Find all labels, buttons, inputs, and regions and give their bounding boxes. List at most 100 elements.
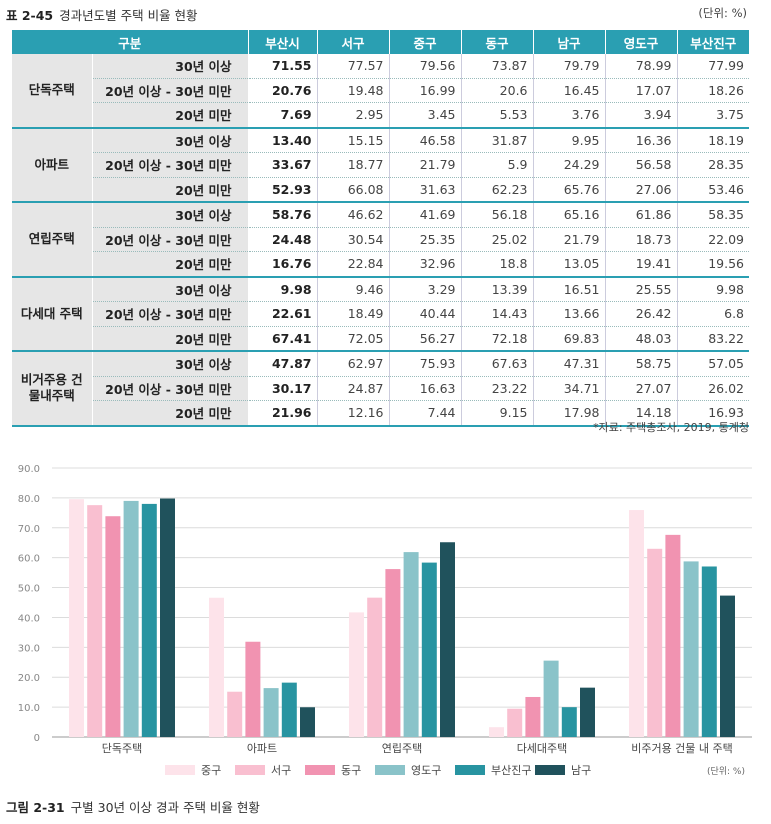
table-header-row: 구분 부산시 서구 중구 동구 남구 영도구 부산진구 <box>12 30 750 54</box>
district-value: 78.99 <box>605 54 678 79</box>
district-value: 9.46 <box>317 276 390 302</box>
district-value: 21.79 <box>533 227 606 252</box>
district-value: 65.16 <box>533 202 606 228</box>
district-value: 9.98 <box>677 276 750 302</box>
district-value: 40.44 <box>389 301 462 327</box>
busan-value: 67.41 <box>248 326 318 352</box>
y-tick-label: 50.0 <box>18 584 40 595</box>
bar <box>160 498 175 737</box>
busan-value: 21.96 <box>248 400 318 427</box>
table-row: 20년 미만 52.93 66.08 31.63 62.23 65.76 27.06 53.4… <box>12 177 750 203</box>
legend-swatch <box>165 765 195 775</box>
table-row: 20년 이상 - 30년 미만 20.76 19.48 16.99 20.6 16.45 1… <box>12 78 750 103</box>
bar <box>665 534 681 737</box>
row-label: 30년 이상 <box>92 276 249 302</box>
busan-value: 20.76 <box>248 78 318 103</box>
district-value: 67.63 <box>461 351 534 377</box>
x-category-label: 연립주택 <box>382 742 422 755</box>
district-value: 30.54 <box>317 227 390 252</box>
busan-value: 9.98 <box>248 276 318 302</box>
row-label: 20년 미만 <box>92 326 249 352</box>
bar <box>209 597 224 737</box>
bar <box>227 691 243 737</box>
table-header-cell: 서구 <box>317 30 390 54</box>
district-value: 22.09 <box>677 227 750 252</box>
table-header-cell: 동구 <box>461 30 534 54</box>
district-value: 61.86 <box>605 202 678 228</box>
group-label: 연립주택 <box>12 202 93 278</box>
district-value: 3.45 <box>389 102 462 129</box>
table-row: 연립주택 30년 이상 58.76 46.62 41.69 56.18 65.16 61.86… <box>12 202 750 278</box>
district-value: 18.77 <box>317 152 390 178</box>
x-category-label: 비주거용 건물 내 주택 <box>631 742 733 755</box>
district-value: 13.39 <box>461 276 534 302</box>
bar <box>367 597 383 737</box>
district-value: 34.71 <box>533 376 606 401</box>
row-label: 20년 이상 - 30년 미만 <box>92 301 249 327</box>
busan-value: 16.76 <box>248 251 318 278</box>
district-value: 19.41 <box>605 251 678 278</box>
district-value: 48.03 <box>605 326 678 352</box>
bar <box>349 612 364 737</box>
legend-swatch <box>305 765 335 775</box>
district-value: 16.36 <box>605 127 678 153</box>
district-value: 3.94 <box>605 102 678 129</box>
y-tick-label: 20.0 <box>18 673 40 684</box>
row-label: 20년 이상 - 30년 미만 <box>92 227 249 252</box>
district-value: 16.51 <box>533 276 606 302</box>
y-tick-label: 10.0 <box>18 703 40 714</box>
legend-label: 동구 <box>341 764 361 777</box>
table-body: 단독주택 30년 이상 71.55 77.57 79.56 73.87 79.79 78.99… <box>12 54 750 427</box>
bar <box>580 687 595 737</box>
district-value: 56.18 <box>461 202 534 228</box>
district-value: 14.18 <box>605 400 678 427</box>
row-label: 20년 이상 - 30년 미만 <box>92 78 249 103</box>
bar <box>87 505 103 737</box>
district-value: 25.35 <box>389 227 462 252</box>
district-value: 83.22 <box>677 326 750 352</box>
district-value: 77.99 <box>677 54 750 79</box>
district-value: 26.02 <box>677 376 750 401</box>
district-value: 13.66 <box>533 301 606 327</box>
bar <box>403 552 419 737</box>
bar <box>300 707 315 737</box>
x-category-label: 다세대주택 <box>517 742 568 755</box>
district-value: 18.49 <box>317 301 390 327</box>
table-row: 20년 미만 21.96 12.16 7.44 9.15 17.98 14.18 16.93 <box>12 400 750 427</box>
district-value: 24.87 <box>317 376 390 401</box>
legend-label: 중구 <box>201 764 221 777</box>
district-value: 22.84 <box>317 251 390 278</box>
district-value: 17.07 <box>605 78 678 103</box>
row-label: 30년 이상 <box>92 54 249 79</box>
district-value: 79.56 <box>389 54 462 79</box>
y-tick-label: 30.0 <box>18 643 40 654</box>
figure-caption-title: 구별 30년 이상 경과 주택 비율 현황 <box>70 800 260 815</box>
row-label: 20년 미만 <box>92 177 249 203</box>
district-value: 9.95 <box>533 127 606 153</box>
district-value: 75.93 <box>389 351 462 377</box>
bar <box>123 500 139 737</box>
housing-age-table: 구분 부산시 서구 중구 동구 남구 영도구 부산진구 단독주택 30년 이상 71.55 77.5… <box>12 30 750 427</box>
bar <box>105 516 121 737</box>
district-value: 72.18 <box>461 326 534 352</box>
row-label: 30년 이상 <box>92 202 249 228</box>
legend-swatch <box>235 765 265 775</box>
table-row: 20년 미만 7.69 2.95 3.45 5.53 3.76 3.94 3.75 <box>12 102 750 129</box>
district-value: 16.99 <box>389 78 462 103</box>
district-value: 53.46 <box>677 177 750 203</box>
y-tick-label: 90.0 <box>18 464 40 475</box>
district-value: 5.9 <box>461 152 534 178</box>
row-label: 20년 이상 - 30년 미만 <box>92 152 249 178</box>
district-value: 62.23 <box>461 177 534 203</box>
district-value: 47.31 <box>533 351 606 377</box>
district-value: 46.62 <box>317 202 390 228</box>
table-row: 20년 이상 - 30년 미만 33.67 18.77 21.79 5.9 24.29 56… <box>12 152 750 178</box>
busan-value: 71.55 <box>248 54 318 79</box>
busan-value: 58.76 <box>248 202 318 228</box>
legend-swatch <box>375 765 405 775</box>
bar <box>141 503 157 737</box>
district-value: 16.45 <box>533 78 606 103</box>
legend-label: 영도구 <box>411 764 441 777</box>
table-row: 비거주용 건물내주택 30년 이상 47.87 62.97 75.93 67.63 47.3… <box>12 351 750 427</box>
bar <box>720 595 735 737</box>
